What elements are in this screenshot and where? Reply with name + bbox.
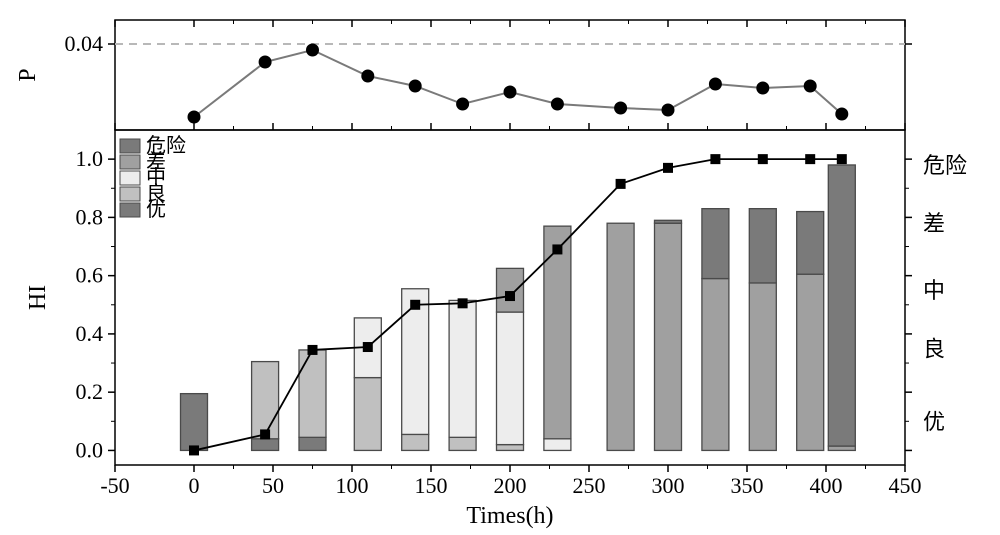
bar-segment bbox=[354, 378, 381, 451]
hi-marker bbox=[616, 179, 626, 189]
bar-segment bbox=[402, 434, 429, 450]
p-marker bbox=[551, 98, 563, 110]
bar-segment bbox=[449, 300, 476, 437]
legend-swatch bbox=[120, 139, 140, 153]
bar-segment bbox=[797, 274, 824, 450]
hi-ytick-label: 0.8 bbox=[76, 204, 104, 229]
hi-marker bbox=[260, 429, 270, 439]
bar-segment bbox=[607, 223, 634, 450]
hi-marker bbox=[663, 163, 673, 173]
p-marker bbox=[804, 80, 816, 92]
p-marker bbox=[709, 78, 721, 90]
top-panel-frame bbox=[115, 20, 905, 130]
right-category-label: 中 bbox=[923, 278, 945, 303]
right-category-label: 危险 bbox=[923, 153, 967, 178]
hi-marker bbox=[458, 298, 468, 308]
right-category-label: 差 bbox=[923, 211, 945, 236]
legend-swatch bbox=[120, 155, 140, 169]
bar-segment bbox=[702, 279, 729, 451]
legend-swatch bbox=[120, 171, 140, 185]
bar-segment bbox=[655, 220, 682, 223]
hi-ylabel: HI bbox=[25, 285, 51, 310]
p-marker bbox=[836, 108, 848, 120]
hi-marker bbox=[710, 154, 720, 164]
hi-marker bbox=[552, 244, 562, 254]
xtick-label: -50 bbox=[100, 473, 129, 498]
bar-segment bbox=[299, 437, 326, 450]
hi-marker bbox=[805, 154, 815, 164]
chart-svg: 0.04P0.00.20.40.60.81.0HI危险差中良优-50050100… bbox=[0, 0, 1000, 535]
p-marker bbox=[457, 98, 469, 110]
hi-marker bbox=[363, 342, 373, 352]
xtick-label: 300 bbox=[652, 473, 685, 498]
xlabel: Times(h) bbox=[466, 503, 553, 529]
bar-segment bbox=[797, 212, 824, 275]
p-line bbox=[194, 50, 842, 117]
top-ylabel: P bbox=[15, 68, 41, 81]
hi-ytick-label: 0.4 bbox=[76, 321, 104, 346]
legend-label: 优 bbox=[146, 198, 166, 221]
hi-marker bbox=[308, 345, 318, 355]
p-marker bbox=[307, 44, 319, 56]
xtick-label: 150 bbox=[415, 473, 448, 498]
top-ytick-label: 0.04 bbox=[65, 31, 104, 56]
hi-marker bbox=[758, 154, 768, 164]
hi-marker bbox=[505, 291, 515, 301]
bar-segment bbox=[449, 437, 476, 450]
legend-swatch bbox=[120, 187, 140, 201]
bar-segment bbox=[702, 209, 729, 279]
hi-ytick-label: 1.0 bbox=[76, 146, 104, 171]
xtick-label: 50 bbox=[262, 473, 284, 498]
xtick-label: 0 bbox=[189, 473, 200, 498]
xtick-label: 200 bbox=[494, 473, 527, 498]
hi-ytick-label: 0.6 bbox=[76, 263, 104, 288]
bar-segment bbox=[828, 446, 855, 450]
bar-segment bbox=[749, 209, 776, 283]
chart-container: 0.04P0.00.20.40.60.81.0HI危险差中良优-50050100… bbox=[0, 0, 1000, 535]
xtick-label: 100 bbox=[336, 473, 369, 498]
bar-segment bbox=[497, 268, 524, 312]
bar-segment bbox=[828, 165, 855, 446]
hi-ytick-label: 0.0 bbox=[76, 437, 104, 462]
bar-segment bbox=[749, 283, 776, 451]
p-marker bbox=[757, 82, 769, 94]
xtick-label: 250 bbox=[573, 473, 606, 498]
right-category-label: 良 bbox=[923, 336, 945, 361]
p-marker bbox=[662, 104, 674, 116]
bar-segment bbox=[497, 312, 524, 445]
bar-segment bbox=[544, 439, 571, 451]
bar-segment bbox=[299, 350, 326, 437]
bar-segment bbox=[402, 289, 429, 435]
xtick-label: 400 bbox=[810, 473, 843, 498]
bar-segment bbox=[252, 439, 279, 451]
p-marker bbox=[504, 86, 516, 98]
hi-ytick-label: 0.2 bbox=[76, 379, 104, 404]
p-marker bbox=[615, 102, 627, 114]
hi-marker bbox=[189, 445, 199, 455]
legend-swatch bbox=[120, 203, 140, 217]
hi-marker bbox=[410, 300, 420, 310]
bar-segment bbox=[252, 362, 279, 439]
xtick-label: 450 bbox=[889, 473, 922, 498]
bar-segment bbox=[497, 445, 524, 451]
p-marker bbox=[409, 80, 421, 92]
xtick-label: 350 bbox=[731, 473, 764, 498]
bar-segment bbox=[655, 223, 682, 450]
p-marker bbox=[362, 70, 374, 82]
bar-segment bbox=[181, 394, 208, 451]
p-marker bbox=[188, 111, 200, 123]
p-marker bbox=[259, 56, 271, 68]
hi-marker bbox=[837, 154, 847, 164]
right-category-label: 优 bbox=[923, 409, 945, 434]
